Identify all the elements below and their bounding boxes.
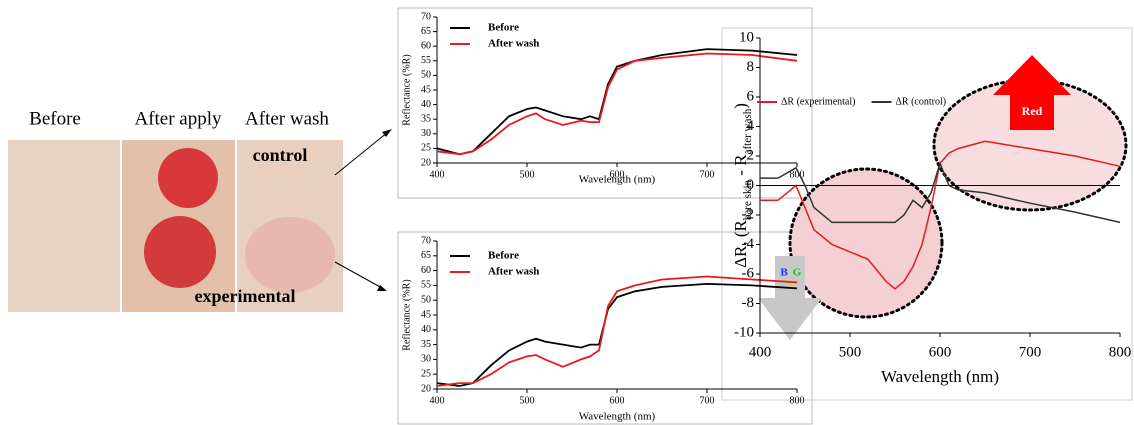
y-tick-label: 30 [421,128,431,139]
data-line [436,48,798,156]
y-axis-label: Reflectance (%R) [401,279,412,350]
applied-spot [144,216,216,288]
y-axis-label-part: - R [731,154,750,180]
y-tick-label: 10 [739,29,754,45]
y-tick-label: 60 [421,40,431,51]
x-tick-label: 700 [1019,344,1042,360]
highlight-ellipse [788,167,944,319]
photo-before [8,140,120,312]
y-tick-label: 30 [421,354,431,365]
x-tick-label: 500 [839,344,862,360]
y-tick-label: 55 [421,55,431,66]
y-tick-label: 25 [421,368,431,379]
washed-spot [245,217,335,293]
pointer-arrow [334,261,383,289]
y-tick-label: 20 [421,383,431,394]
x-tick-label: 600 [610,169,625,180]
y-tick-label: 65 [421,26,431,37]
x-tick-label: 500 [520,169,535,180]
data-line [436,282,798,387]
y-tick-label: 45 [421,309,431,320]
chart-frame [397,7,813,199]
y-tick-label: 2 [747,147,755,163]
y-tick-label: 40 [421,99,431,110]
y-axis-label: Reflectance (%R) [401,54,412,125]
y-tick-label: 50 [421,294,431,305]
legend-label: Before [488,250,519,262]
y-tick-label: 45 [421,84,431,95]
annotation: B [780,267,788,279]
highlight-ellipse [932,78,1128,212]
y-tick-label: 8 [747,59,755,75]
x-tick-label: 600 [610,395,625,406]
x-axis-label: Wavelength (nm) [579,411,656,423]
y-tick-label: 50 [421,70,431,81]
y-tick-label: 6 [747,88,755,104]
data-line [436,52,798,156]
photo-annotation: experimental [195,286,296,306]
legend-label: After wash [488,266,539,278]
y-tick-label: -10 [734,324,754,340]
x-tick-label: 800 [1109,344,1132,360]
y-tick-label: 0 [747,177,755,193]
x-tick-label: 500 [520,395,535,406]
x-tick-label: 400 [749,344,772,360]
x-tick-label: 800 [790,395,805,406]
legend-label: ΔR (experimental) [781,96,855,107]
y-tick-label: 25 [421,143,431,154]
x-axis-label: Wavelength (nm) [881,367,999,386]
data-line [760,140,1121,290]
y-axis-label-part: ΔR, (R [731,219,750,267]
x-tick-label: 700 [700,395,715,406]
y-tick-label: -6 [742,265,755,281]
photo-annotation: control [253,145,308,165]
y-tick-label: 20 [421,157,431,168]
pointer-arrow [334,131,389,176]
y-tick-label: 55 [421,280,431,291]
chart-frame [721,27,1133,401]
x-tick-label: 700 [700,169,715,180]
annotation: Red [1022,104,1043,118]
photo-label: After wash [245,108,329,129]
y-tick-label: 70 [421,11,431,22]
y-tick-label: 70 [421,235,431,246]
data-line [760,161,1121,224]
legend-label: After wash [488,38,539,50]
gray-arrow [758,256,822,340]
red-arrow [993,55,1071,130]
y-tick-label: -2 [742,206,755,222]
applied-spot [158,148,218,208]
chart-frame [397,231,813,425]
arrow-head [382,129,392,137]
y-tick-label: 35 [421,113,431,124]
y-axis-label: ΔR, (Rbare skin - Rafter wash) [731,103,754,268]
x-tick-label: 800 [790,169,805,180]
y-tick-label: 60 [421,265,431,276]
y-axis-label-part: ) [731,103,750,109]
y-axis-label-part: bare skin [742,179,754,220]
x-tick-label: 400 [430,395,445,406]
y-tick-label: -8 [742,295,755,311]
y-tick-label: -4 [742,236,755,252]
legend-label: ΔR (control) [895,96,946,107]
data-line [436,275,798,387]
photo-label: After apply [134,108,222,129]
y-axis-label-part: after wash [742,108,754,154]
arrow-head [377,285,387,291]
y-tick-label: 65 [421,250,431,261]
y-tick-label: 40 [421,324,431,335]
x-tick-label: 400 [430,169,445,180]
x-tick-label: 600 [929,344,952,360]
x-axis-label: Wavelength (nm) [579,174,656,186]
photo-label: Before [29,108,81,129]
annotation: Y [787,278,795,290]
legend-label: Before [488,22,519,34]
y-tick-label: 4 [747,118,755,134]
y-tick-label: 35 [421,339,431,350]
annotation: G [793,267,802,279]
